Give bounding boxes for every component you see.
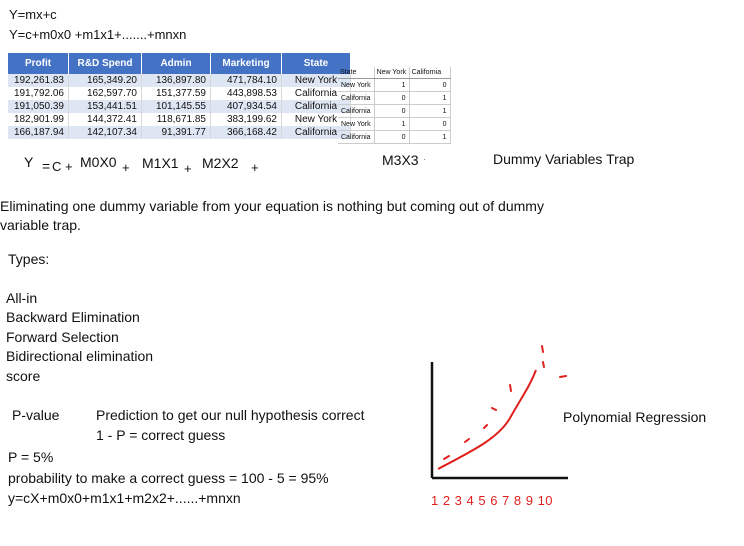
eq-term-2: M2X2: [202, 155, 239, 171]
cell-marketing: 407,934.54: [210, 100, 282, 113]
eq-term-3: M3X3: [382, 152, 419, 168]
cell-profit: 191,050.39: [8, 100, 69, 113]
cell-profit: 191,792.06: [8, 87, 69, 100]
cell-profit: 166,187.94: [8, 126, 69, 139]
cell-rnd: 153,441.51: [68, 100, 142, 113]
cell-marketing: 471,784.10: [210, 74, 282, 87]
cell-rnd: 144,372.41: [68, 113, 142, 126]
cell-state: New York: [281, 74, 351, 87]
dummy-cell-ca: 0: [409, 78, 451, 92]
dummy-cell-ny: 0: [374, 104, 410, 118]
cell-profit: 192,261.83: [8, 74, 69, 87]
table-row: New York 1 0: [338, 78, 451, 92]
table-row: 191,792.06 162,597.70 151,377.59 443,898…: [8, 87, 351, 100]
type-item: Bidirectional elimination: [6, 348, 154, 364]
dummy-cell-ny: 1: [374, 78, 410, 92]
header-admin: Admin: [141, 53, 211, 74]
cell-admin: 151,377.59: [141, 87, 211, 100]
probability-statement: probability to make a correct guess = 10…: [8, 470, 329, 486]
eq-constant: C +: [52, 159, 73, 174]
formula-multiple: Y=c+m0x0 +m1x1+.......+mnxn: [9, 27, 187, 42]
cell-state: California: [281, 87, 351, 100]
eq-y: Y: [24, 154, 34, 170]
type-item: Backward Elimination: [6, 309, 140, 325]
type-item: All-in: [6, 290, 38, 306]
cell-rnd: 165,349.20: [68, 74, 142, 87]
pvalue-description: Prediction to get our null hypothesis co…: [96, 407, 365, 423]
table-row: 166,187.94 142,107.34 91,391.77 366,168.…: [8, 126, 351, 139]
table-row: 182,901.99 144,372.41 118,671.85 383,199…: [8, 113, 351, 126]
eq-term-1: M1X1: [142, 155, 179, 171]
eq-plus-1: +: [122, 160, 130, 175]
cell-admin: 101,145.55: [141, 100, 211, 113]
p-percent: P = 5%: [8, 449, 54, 465]
cell-rnd: 142,107.34: [68, 126, 142, 139]
explanation-line-2: variable trap.: [0, 217, 81, 233]
pvalue-formula: 1 - P = correct guess: [96, 427, 226, 443]
cell-admin: 91,391.77: [141, 126, 211, 139]
cell-admin: 118,671.85: [141, 113, 211, 126]
startup-data-table: Profit R&D Spend Admin Marketing State 1…: [8, 53, 351, 139]
cell-rnd: 162,597.70: [68, 87, 142, 100]
dummy-cell-ny: 0: [374, 130, 410, 144]
dummy-cell-ca: 0: [409, 117, 451, 131]
dummy-variable-table: State New York California New York 1 0 C…: [338, 67, 451, 144]
cell-admin: 136,897.80: [141, 74, 211, 87]
table-row: California 0 1: [338, 104, 451, 118]
dummy-cell-state: New York: [338, 78, 375, 92]
dummy-header-california: California: [409, 67, 451, 79]
header-rnd-spend: R&D Spend: [68, 53, 142, 74]
header-profit: Profit: [8, 53, 69, 74]
dummy-trap-label: Dummy Variables Trap: [493, 151, 635, 167]
eq-plus-3: +: [251, 160, 259, 175]
dummy-cell-ca: 1: [409, 130, 451, 144]
table-row: California 0 1: [338, 130, 451, 144]
type-item: score: [6, 368, 41, 384]
formula-linear: Y=mx+c: [9, 7, 57, 22]
dummy-cell-state: California: [338, 104, 375, 118]
table-row: California 0 1: [338, 91, 451, 105]
dummy-header-new-york: New York: [374, 67, 410, 79]
cell-profit: 182,901.99: [8, 113, 69, 126]
explanation-line-1: Eliminating one dummy variable from your…: [0, 198, 544, 214]
header-marketing: Marketing: [210, 53, 282, 74]
x-axis-numbers: 1 2 3 4 5 6 7 8 9 10: [431, 493, 554, 508]
eq-plus-2: +: [184, 161, 192, 176]
table-row: New York 1 0: [338, 117, 451, 131]
cell-marketing: 366,168.42: [210, 126, 282, 139]
small-tick-mark: ·: [423, 154, 426, 164]
dummy-header-state: State: [338, 67, 375, 79]
regression-curve: [437, 369, 537, 470]
pvalue-label: P-value: [12, 407, 60, 423]
data-point-marks: [443, 345, 567, 460]
dummy-cell-state: California: [338, 130, 375, 144]
dummy-cell-ny: 1: [374, 117, 410, 131]
dummy-cell-state: California: [338, 91, 375, 105]
dummy-cell-ca: 1: [409, 91, 451, 105]
polynomial-regression-label: Polynomial Regression: [563, 409, 707, 425]
table-row: 191,050.39 153,441.51 101,145.55 407,934…: [8, 100, 351, 113]
dummy-cell-ny: 0: [374, 91, 410, 105]
eq-term-0: M0X0: [80, 154, 117, 170]
cell-state: New York: [281, 113, 351, 126]
header-state: State: [281, 53, 351, 74]
dummy-cell-state: New York: [338, 117, 375, 131]
cell-marketing: 443,898.53: [210, 87, 282, 100]
polynomial-sketch: [430, 345, 568, 480]
cell-marketing: 383,199.62: [210, 113, 282, 126]
type-item: Forward Selection: [6, 329, 119, 345]
table-row: 192,261.83 165,349.20 136,897.80 471,784…: [8, 74, 351, 87]
types-heading: Types:: [8, 251, 50, 267]
polynomial-equation: y=cX+m0x0+m1x1+m2x2+......+mnxn: [8, 490, 241, 506]
eq-equals: =: [42, 158, 51, 174]
dummy-cell-ca: 1: [409, 104, 451, 118]
